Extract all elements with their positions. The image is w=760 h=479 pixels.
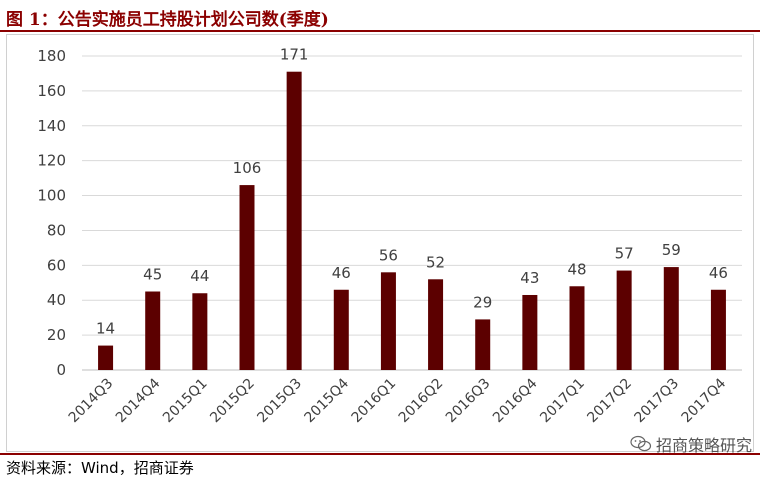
data-label: 46 — [332, 264, 351, 282]
x-tick-label: 2015Q2 — [207, 376, 258, 427]
y-tick-label: 0 — [56, 361, 66, 379]
x-tick-label: 2017Q3 — [632, 376, 683, 427]
y-tick-label: 120 — [37, 152, 66, 170]
y-tick-label: 20 — [47, 326, 66, 344]
bar — [333, 289, 349, 370]
chart-title: 图 1：公告实施员工持股计划公司数(季度) — [6, 10, 329, 30]
y-tick-label: 140 — [37, 117, 66, 135]
x-tick-label: 2017Q2 — [584, 376, 635, 427]
watermark-text: 招商策略研究 — [655, 436, 752, 455]
bar — [428, 279, 444, 370]
data-label: 52 — [426, 253, 445, 271]
y-tick-label: 160 — [37, 82, 66, 100]
x-tick-label: 2014Q3 — [66, 376, 117, 427]
chart-title-bar: 图 1：公告实施员工持股计划公司数(季度) — [0, 0, 760, 34]
y-tick-label: 40 — [47, 291, 66, 309]
data-label: 57 — [615, 245, 634, 263]
y-tick-label: 180 — [37, 47, 66, 65]
x-tick-label: 2016Q2 — [396, 376, 447, 427]
x-tick-label: 2015Q4 — [302, 375, 353, 426]
data-label: 29 — [473, 293, 492, 311]
data-label: 59 — [662, 241, 681, 259]
bar — [522, 294, 538, 370]
x-tick-label: 2016Q1 — [349, 376, 400, 427]
data-label: 14 — [96, 320, 115, 338]
x-tick-label: 2015Q1 — [160, 376, 211, 427]
data-label: 48 — [567, 260, 586, 278]
bar — [380, 272, 396, 370]
chart-frame — [6, 34, 754, 452]
bar — [145, 291, 161, 370]
title-divider — [0, 30, 760, 32]
watermark: 招商策略研究 — [630, 432, 752, 456]
x-tick-label: 2017Q1 — [537, 376, 588, 427]
data-label: 44 — [190, 267, 209, 285]
x-tick-label: 2014Q4 — [113, 375, 164, 426]
x-tick-label: 2017Q4 — [679, 375, 730, 426]
source-note: 资料来源：Wind，招商证券 — [6, 459, 194, 477]
y-tick-label: 100 — [37, 187, 66, 205]
bar — [475, 319, 491, 370]
y-tick-label: 80 — [47, 221, 66, 239]
footer-divider — [0, 453, 760, 455]
data-label: 56 — [379, 246, 398, 264]
x-tick-label: 2015Q3 — [254, 376, 305, 427]
bar — [239, 185, 255, 370]
data-label: 43 — [520, 269, 539, 287]
data-label: 171 — [280, 46, 309, 64]
data-label: 46 — [709, 264, 728, 282]
data-label: 45 — [143, 266, 162, 284]
bar — [192, 293, 208, 370]
y-tick-label: 60 — [47, 256, 66, 274]
x-tick-label: 2016Q3 — [443, 376, 494, 427]
bar — [286, 71, 302, 370]
bar — [710, 289, 726, 370]
bar — [569, 286, 585, 370]
bar — [98, 345, 114, 370]
bar — [663, 267, 679, 370]
x-tick-label: 2016Q4 — [490, 375, 541, 426]
wechat-icon — [630, 435, 652, 452]
data-label: 106 — [233, 159, 262, 177]
bar — [616, 270, 632, 370]
